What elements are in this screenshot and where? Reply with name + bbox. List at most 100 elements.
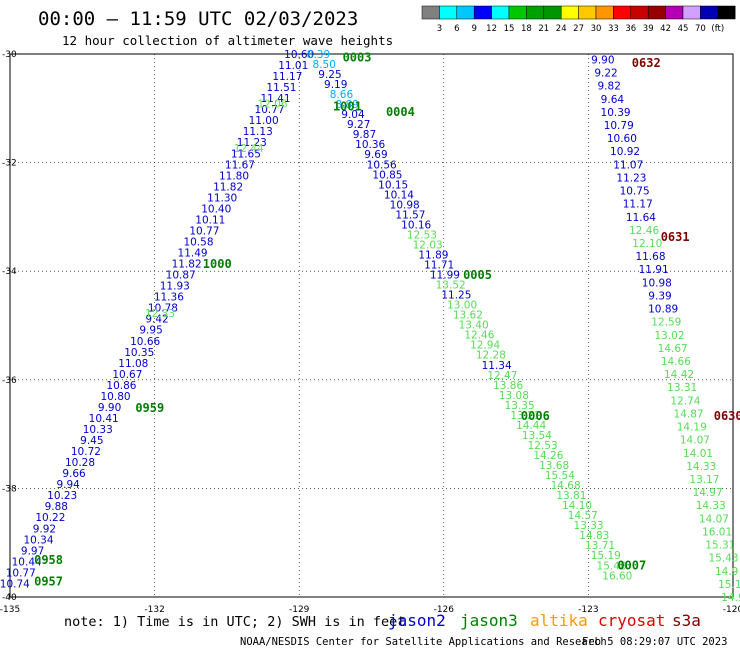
scale-label: 27 (573, 24, 584, 34)
wave-height-value: 10.33 (83, 424, 113, 436)
wave-height-value: 12.46 (629, 225, 659, 237)
wave-height-value: 14.01 (683, 448, 713, 460)
wave-height-value: 10.87 (166, 270, 196, 282)
chart-title: 00:00 – 11:59 UTC 02/03/2023 (38, 8, 358, 30)
wave-height-value: 12.10 (632, 238, 662, 250)
wave-height-value: 13.52 (436, 280, 466, 292)
x-tick-label: -135 (0, 605, 20, 615)
wave-height-value: 13.02 (654, 330, 684, 342)
footer-credit: NOAA/NESDIS Center for Satellite Applica… (240, 636, 607, 648)
wave-height-value: 10.39 (601, 107, 631, 119)
wave-height-value: 10.92 (610, 146, 640, 158)
wave-height-value: 13.31 (667, 382, 697, 394)
track-time-label: 0005 (463, 268, 492, 282)
wave-height-value: 12.03 (413, 239, 443, 251)
wave-height-value: 11.41 (260, 93, 290, 105)
wave-height-value: 11.68 (635, 251, 665, 263)
wave-height-value: 10.66 (130, 336, 160, 348)
wave-height-value: 11.23 (237, 137, 267, 149)
wave-height-value: 14.9 (721, 592, 740, 604)
wave-height-value: 11.30 (207, 192, 237, 204)
chart-subtitle: 12 hour collection of altimeter wave hei… (62, 33, 393, 48)
scale-swatch (439, 5, 458, 20)
wave-height-value: 13.54 (522, 430, 552, 442)
wave-height-value: 13.35 (505, 400, 535, 412)
y-tick-label: -32 (2, 159, 17, 169)
wave-height-value: 9.39 (648, 290, 671, 302)
wave-height-value: 10.89 (648, 304, 678, 316)
wave-height-value: 13.08 (499, 390, 529, 402)
wave-height-value: 10.79 (604, 120, 634, 132)
track-time-label: 1001 (333, 100, 362, 114)
scale-label: 21 (538, 24, 549, 34)
wave-height-value: 13.81 (556, 490, 586, 502)
wave-height-value: 11.82 (213, 181, 243, 193)
wave-height-value: 15.54 (545, 470, 575, 482)
wave-height-value: 13.68 (539, 460, 569, 472)
wave-height-value: 16.60 (602, 570, 632, 582)
wave-height-value: 9.94 (56, 479, 80, 491)
track-time-label: 0006 (521, 409, 550, 423)
wave-height-value: 11.91 (639, 264, 669, 276)
wave-height-value: 14.33 (686, 461, 716, 473)
scale-label: 36 (625, 24, 636, 34)
wave-height-value: 14.42 (664, 369, 694, 381)
satellite-legend: jason2 jason3 altika cryosat s3a (388, 611, 701, 630)
wave-height-value: 9.88 (45, 501, 68, 513)
wave-height-value: 10.35 (124, 347, 154, 359)
satellite-legend-jason3: jason3 (460, 611, 518, 630)
wave-height-value: 11.51 (266, 82, 296, 94)
wave-height-value: 14.57 (568, 510, 598, 522)
wave-height-value: 9.90 (591, 54, 614, 66)
wave-height-value: 10.86 (106, 380, 136, 392)
wave-height-value: 9.25 (318, 69, 341, 81)
wave-height-value: 10.28 (65, 457, 95, 469)
footer-timestamp: Feb 5 08:29:07 UTC 2023 (582, 636, 727, 648)
scale-swatch (595, 5, 614, 20)
wave-height-value: 12.06 (258, 99, 288, 111)
track-time-label: 0003 (343, 51, 372, 65)
wave-height-value: 14.9 (715, 566, 738, 578)
wave-height-value: 12.46 (464, 330, 494, 342)
wave-height-value: 14.44 (516, 420, 546, 432)
wave-height-value: 9.04 (341, 109, 365, 121)
satellite-legend-jason2: jason2 (388, 611, 446, 630)
wave-height-value: 9.19 (324, 79, 347, 91)
x-tick-label: -129 (289, 605, 310, 615)
wave-height-value: 11.65 (231, 148, 261, 160)
scale-swatch (491, 5, 510, 20)
satellite-legend-cryosat: cryosat (598, 611, 665, 630)
wave-height-value: 11.89 (418, 249, 448, 261)
wave-height-value: 10.98 (390, 199, 420, 211)
y-tick-label: -30 (2, 50, 17, 60)
wave-height-value: 9.69 (364, 149, 387, 161)
scale-label: (ft) (711, 24, 724, 34)
scale-swatch (630, 5, 649, 20)
track-time-label: 0004 (386, 105, 415, 119)
scale-swatch (578, 5, 597, 20)
axis-tick-labels: -135 -132 -129 -126 -123 -120 -30 -32 -34 -36 -38 -… (0, 50, 740, 615)
wave-height-value: 10.98 (642, 277, 672, 289)
wave-height-value: 12.33 (145, 308, 175, 320)
track-time-label: 0958 (34, 553, 63, 567)
wave-height-value: 10.22 (35, 512, 65, 524)
wave-height-value: 14.10 (562, 500, 592, 512)
wave-height-value: 11.25 (441, 290, 471, 302)
wave-height-value: 12.47 (487, 370, 517, 382)
wave-height-value: 11.93 (160, 281, 190, 293)
wave-height-value: 13.00 (447, 300, 477, 312)
scale-label: 42 (660, 24, 671, 34)
wave-height-value: 10.11 (195, 214, 225, 226)
x-tick-label: -120 (723, 605, 740, 615)
wave-height-value: 15.1 (718, 579, 740, 591)
wave-height-value: 10.72 (71, 446, 101, 458)
wave-height-value: 14.87 (674, 408, 704, 420)
wave-height-tracks: 10.7410.7710.449.9710.349.9210.229.8810.… (0, 49, 740, 604)
scale-swatch (682, 5, 701, 20)
wave-height-value: 11.82 (172, 259, 202, 271)
scale-label: 30 (591, 24, 602, 34)
wave-height-value: 10.77 (6, 567, 36, 579)
x-tick-label: -132 (144, 605, 164, 615)
scale-label: 18 (521, 24, 532, 34)
